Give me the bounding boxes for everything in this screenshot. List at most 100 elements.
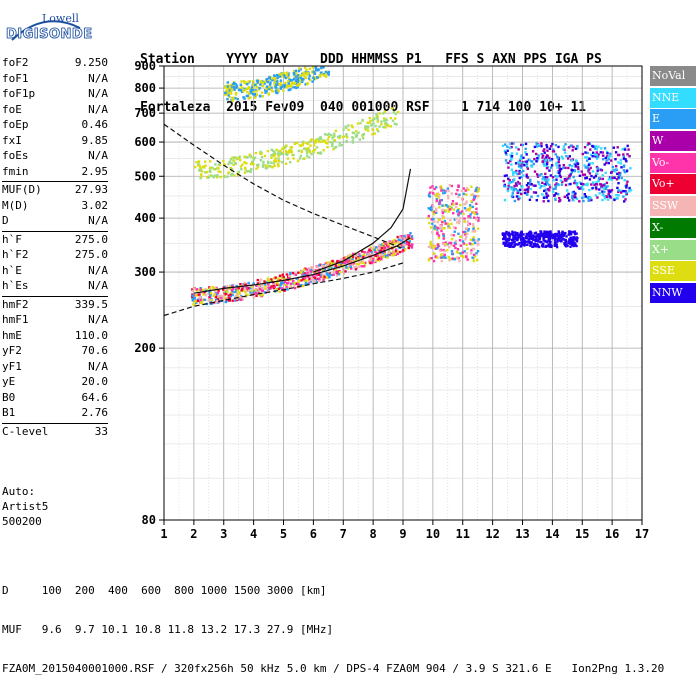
trace-point (237, 170, 240, 173)
trace-point (208, 291, 211, 294)
param-value: N/A (88, 279, 108, 292)
trace-point (322, 72, 325, 76)
param-name: h`F (2, 232, 22, 246)
trace-point (439, 249, 442, 252)
trace-point (270, 148, 273, 151)
trace-point (230, 83, 233, 86)
trace-point (546, 176, 549, 179)
trace-point (359, 121, 362, 125)
trace-point (561, 157, 565, 160)
trace-point (397, 238, 400, 241)
trace-point (225, 93, 228, 96)
trace-point (333, 146, 336, 149)
trace-point (302, 71, 305, 74)
trace-point (471, 230, 474, 233)
trace-point (212, 294, 215, 297)
trace-point (234, 162, 237, 165)
trace-point (517, 165, 521, 168)
trace-point (261, 165, 265, 168)
trace-point (325, 276, 328, 279)
trace-point (437, 193, 441, 197)
trace-point (547, 179, 550, 182)
trace-point (513, 199, 517, 203)
trace-point (573, 238, 577, 241)
trace-point (571, 237, 575, 240)
trace-point (287, 81, 290, 85)
trace-point (433, 245, 437, 248)
trace-point (442, 237, 445, 240)
param-row: foE N/A (2, 103, 108, 119)
trace-point (278, 153, 281, 156)
trace-point (601, 177, 604, 181)
trace-point (287, 76, 290, 79)
trace-point (475, 212, 479, 216)
trace-point (293, 73, 296, 76)
trace-point (467, 188, 470, 191)
trace-point (323, 74, 326, 77)
trace-point (230, 85, 234, 88)
trace-point (441, 256, 444, 259)
trace-point (231, 291, 235, 294)
trace-point (617, 177, 620, 180)
trace-point (525, 191, 528, 194)
trace-point (447, 224, 450, 227)
trace-point (622, 195, 625, 198)
trace-point (347, 254, 350, 257)
trace-point (447, 210, 451, 213)
trace-point (282, 146, 285, 149)
trace-point (295, 75, 298, 78)
trace-point (565, 155, 568, 158)
trace-point (298, 279, 301, 282)
trace-point (258, 289, 261, 293)
trace-point (260, 156, 264, 159)
trace-point (393, 122, 396, 125)
trace-point (195, 294, 198, 297)
trace-point (570, 230, 573, 234)
trace-point (459, 212, 462, 215)
trace-point (249, 287, 252, 290)
trace-point (305, 279, 308, 282)
trace-point (322, 66, 325, 69)
trace-point (464, 202, 468, 205)
footer-muf-row: MUF 9.6 9.7 10.1 10.8 11.8 13.2 17.3 27.… (2, 623, 334, 636)
trace-point (283, 280, 287, 284)
trace-point (553, 243, 556, 247)
trace-point (440, 229, 443, 233)
trace-point (595, 147, 598, 151)
trace-point (272, 153, 275, 156)
trace-point (354, 265, 358, 269)
trace-point (277, 150, 280, 153)
trace-point (369, 261, 372, 265)
trace-point (584, 183, 587, 186)
trace-point (605, 181, 609, 185)
trace-point (382, 249, 386, 252)
trace-point (588, 172, 592, 175)
trace-point (230, 291, 233, 295)
trace-point (599, 151, 602, 154)
trace-point (274, 91, 278, 94)
trace-point (519, 166, 523, 170)
trace-point (442, 192, 445, 195)
trace-point (616, 146, 619, 149)
trace-point (472, 253, 476, 256)
trace-point (409, 232, 412, 235)
trace-point (314, 278, 317, 281)
trace-point (476, 227, 480, 230)
trace-point (575, 239, 578, 242)
trace-point (304, 281, 308, 284)
trace-point (313, 139, 317, 143)
trace-point (327, 73, 330, 76)
trace-point (616, 172, 619, 176)
trace-point (295, 277, 298, 280)
y-tick-label: 600 (134, 135, 156, 149)
trace-point (572, 175, 575, 179)
trace-point (256, 81, 259, 84)
trace-point (319, 151, 323, 154)
trace-point (512, 237, 516, 240)
trace-point (289, 285, 292, 288)
trace-point (517, 198, 520, 201)
trace-point (456, 221, 459, 224)
trace-point (377, 130, 380, 133)
trace-point (305, 149, 308, 152)
trace-point (276, 80, 279, 83)
